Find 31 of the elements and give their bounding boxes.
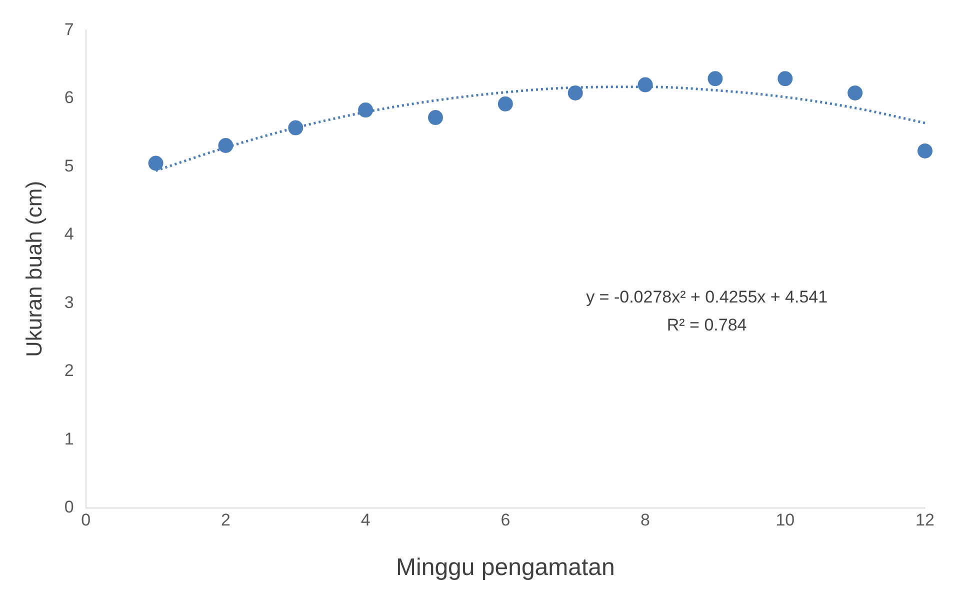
- y-tick-label: 6: [64, 88, 74, 108]
- point: [148, 156, 164, 171]
- point: [778, 71, 793, 86]
- x-tick-label: 2: [220, 510, 230, 530]
- point: [638, 77, 653, 92]
- point: [848, 85, 863, 100]
- y-tick-label: 1: [64, 429, 74, 448]
- x-tick-label: 4: [360, 510, 370, 530]
- point: [288, 120, 304, 136]
- y-axis-title: Ukuran buah (cm): [21, 180, 46, 358]
- annotation: R² = 0.784: [666, 315, 747, 334]
- point: [708, 71, 723, 86]
- y-tick-label: 7: [64, 20, 74, 39]
- y-tick-label: 0: [64, 497, 74, 516]
- point: [428, 110, 443, 126]
- x-tick-label: 10: [776, 510, 795, 530]
- x-axis-title: Minggu pengamatan: [396, 554, 615, 582]
- x-tick-label: 8: [640, 510, 650, 530]
- point: [918, 143, 932, 158]
- y-tick-label: 2: [64, 361, 74, 380]
- y-tick-label: 3: [64, 292, 74, 312]
- point: [498, 96, 513, 112]
- annotation: y = -0.0278x² + 0.4255x + 4.541: [586, 287, 828, 306]
- y-tick-label: 5: [64, 156, 74, 176]
- point: [358, 102, 374, 118]
- x-tick-label: 12: [916, 510, 934, 530]
- x-tick-label: 6: [500, 510, 510, 530]
- y-tick-label: 4: [64, 224, 74, 244]
- point: [218, 138, 234, 154]
- point: [568, 85, 583, 100]
- x-tick-label: 0: [81, 510, 91, 530]
